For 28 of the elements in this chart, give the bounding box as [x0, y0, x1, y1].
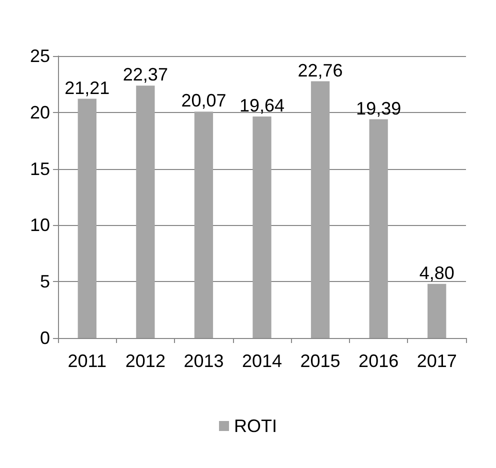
y-tick-label: 20	[30, 102, 50, 122]
x-tick-label: 2017	[416, 351, 457, 371]
data-label: 4,80	[419, 262, 454, 283]
data-label: 21,21	[64, 78, 110, 98]
legend-label: ROTI	[234, 416, 277, 436]
x-tick-label: 2011	[68, 351, 106, 371]
data-label: 22,37	[122, 64, 168, 85]
bar	[194, 112, 214, 338]
x-tick-label: 2016	[358, 351, 399, 371]
data-label: 19,39	[356, 98, 402, 118]
data-label: 22,76	[298, 60, 343, 80]
x-tick-label: 2015	[300, 351, 340, 371]
bar	[252, 116, 272, 338]
y-tick-label: 15	[30, 158, 50, 179]
data-label: 20,07	[181, 90, 226, 111]
y-tick-label: 10	[30, 215, 50, 236]
bar	[310, 81, 330, 338]
data-label: 19,64	[239, 95, 285, 116]
x-tick-label: 2013	[184, 351, 224, 371]
bar	[369, 119, 388, 338]
y-tick-label: 5	[40, 272, 50, 292]
bar	[428, 284, 446, 338]
y-tick-label: 25	[30, 46, 50, 66]
bar	[136, 86, 155, 338]
x-tick-label: 2012	[125, 351, 166, 371]
y-tick-label: 0	[40, 328, 50, 348]
x-tick-label: 2014	[242, 351, 282, 371]
bar	[78, 98, 96, 338]
